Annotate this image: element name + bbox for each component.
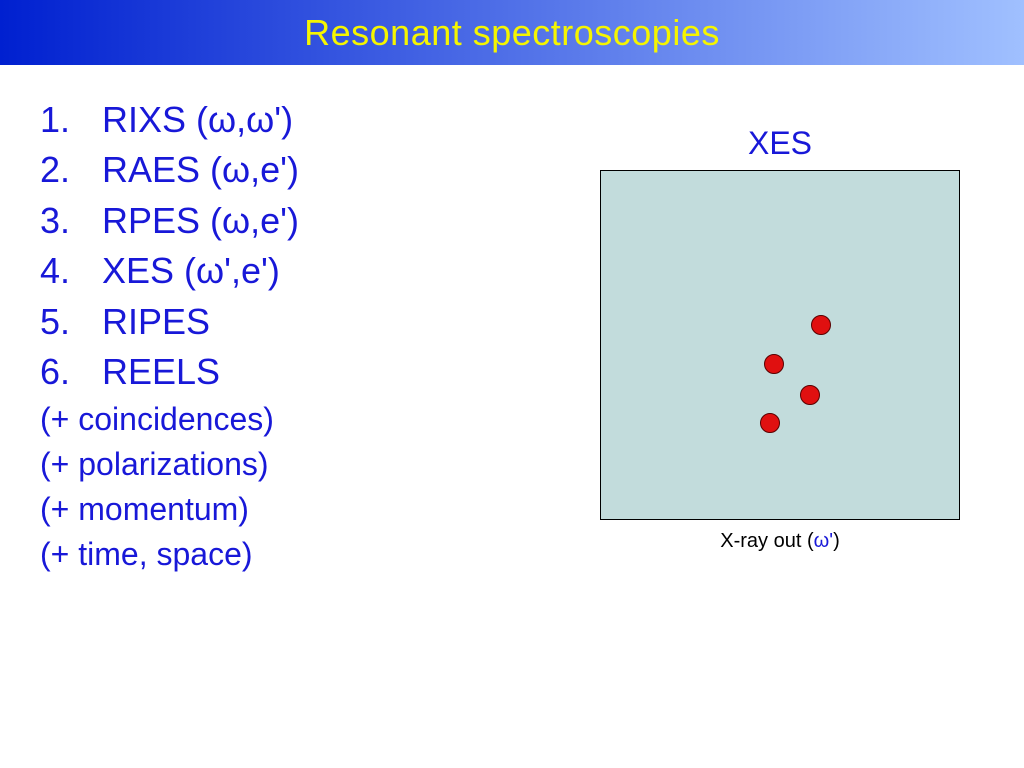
chart-title: XES [600,125,960,162]
list-text: XES (ω',e') [102,250,280,291]
extra-note: (+ polarizations) [40,442,540,487]
list-number: 3. [40,196,102,246]
techniques-list: 1.RIXS (ω,ω') 2.RAES (ω,e') 3.RPES (ω,e'… [40,95,540,397]
content-area: 1.RIXS (ω,ω') 2.RAES (ω,e') 3.RPES (ω,e'… [0,65,1024,577]
chart-wrapper: Electron out (e') X-ray out (ω') [600,170,1000,553]
list-item: 3.RPES (ω,e') [40,196,540,246]
x-label-symbol: ω' [814,530,833,552]
list-text: RAES (ω,e') [102,149,299,190]
list-text: RIXS (ω,ω') [102,99,293,140]
title-bar: Resonant spectroscopies [0,0,1024,65]
list-number: 5. [40,297,102,347]
list-item: 6.REELS [40,347,540,397]
slide-title: Resonant spectroscopies [304,12,720,54]
list-number: 1. [40,95,102,145]
chart-column: XES Electron out (e') X-ray out (ω') [540,95,1000,577]
extra-note: (+ momentum) [40,487,540,532]
list-text: RIPES [102,301,210,342]
techniques-list-column: 1.RIXS (ω,ω') 2.RAES (ω,e') 3.RPES (ω,e'… [40,95,540,577]
list-text: RPES (ω,e') [102,200,299,241]
list-number: 4. [40,246,102,296]
list-number: 6. [40,347,102,397]
list-item: 2.RAES (ω,e') [40,145,540,195]
extra-note: (+ time, space) [40,532,540,577]
x-label-suffix: ) [833,530,840,552]
list-item: 5.RIPES [40,297,540,347]
scatter-dot [800,385,820,405]
list-number: 2. [40,145,102,195]
list-text: REELS [102,351,220,392]
scatter-dot [760,413,780,433]
x-label-prefix: X-ray out ( [720,530,813,552]
list-item: 4.XES (ω',e') [40,246,540,296]
scatter-dot [811,315,831,335]
chart-plot-area [600,170,960,520]
scatter-dot [764,354,784,374]
list-item: 1.RIXS (ω,ω') [40,95,540,145]
x-axis-label: X-ray out (ω') [600,530,960,553]
extra-note: (+ coincidences) [40,397,540,442]
